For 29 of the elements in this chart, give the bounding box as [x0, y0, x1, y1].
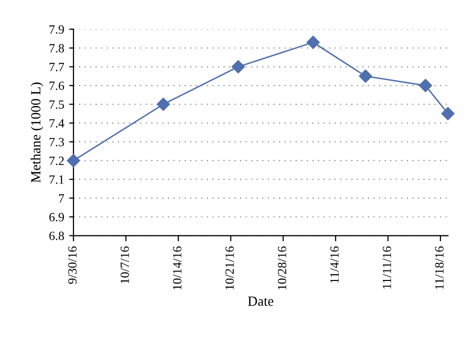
point	[418, 78, 432, 92]
x-axis-title: Date	[248, 296, 274, 306]
x-tick-label: 11/4/16	[330, 246, 339, 283]
x-tick-label: 9/30/16	[68, 246, 77, 284]
x-tick-label: 10/28/16	[278, 246, 286, 290]
point	[441, 107, 455, 120]
y-tick-label: 7.8	[50, 44, 64, 53]
y-tick-label: 7.5	[50, 100, 64, 109]
x-tick-label: 11/18/16	[435, 246, 444, 289]
y-tick-label: 7.2	[50, 156, 64, 166]
y-tick-label: 6.8	[49, 232, 64, 240]
y-tick-label: 7.3	[50, 138, 64, 146]
x-tick-label: 10/7/16	[120, 246, 130, 284]
y-tick-label: 7.1	[50, 175, 64, 184]
y-axis-title: Methane (1000 L)	[30, 82, 44, 183]
x-tick-label: 10/14/16	[173, 246, 182, 290]
y-tick-label: 7.6	[50, 82, 64, 90]
y-tick-label: 7.9	[50, 25, 64, 34]
point	[156, 98, 170, 111]
x-tick-label: 11/11/16	[382, 246, 392, 288]
point	[232, 60, 245, 74]
y-tick-label: 7	[59, 194, 64, 202]
point	[66, 154, 80, 168]
y-tick-label: 7.4	[50, 119, 64, 128]
y-tick-label: 6.9	[49, 212, 64, 222]
x-tick-label: 10/21/16	[225, 246, 234, 290]
point	[306, 36, 320, 49]
point	[358, 70, 372, 83]
y-tick-label: 7.7	[50, 62, 64, 72]
